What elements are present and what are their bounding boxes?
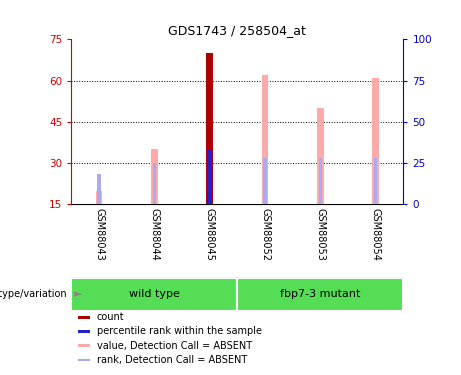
Bar [71, 278, 237, 311]
Text: GSM88053: GSM88053 [315, 208, 325, 261]
Bar [262, 75, 268, 204]
Bar [78, 316, 90, 319]
Bar [153, 163, 156, 204]
Bar [78, 344, 90, 347]
Text: GSM88054: GSM88054 [371, 208, 381, 261]
Text: value, Detection Call = ABSENT: value, Detection Call = ABSENT [97, 341, 252, 351]
Text: genotype/variation: genotype/variation [0, 290, 67, 299]
Bar [263, 158, 267, 204]
Bar [319, 158, 322, 204]
Text: GSM88043: GSM88043 [94, 208, 104, 261]
Bar [237, 278, 403, 311]
Bar [97, 174, 101, 204]
Text: fbp7-3 mutant: fbp7-3 mutant [280, 290, 361, 299]
Text: wild type: wild type [129, 290, 180, 299]
Bar [78, 358, 90, 362]
Bar [151, 149, 158, 204]
Bar [207, 53, 213, 204]
Bar [208, 149, 212, 204]
Text: rank, Detection Call = ABSENT: rank, Detection Call = ABSENT [97, 355, 247, 365]
Text: percentile rank within the sample: percentile rank within the sample [97, 327, 262, 336]
Bar [78, 330, 90, 333]
Bar [207, 53, 213, 204]
Bar [96, 190, 102, 204]
Text: count: count [97, 312, 124, 322]
Bar [372, 78, 379, 204]
Text: GSM88052: GSM88052 [260, 208, 270, 261]
Bar [374, 158, 378, 204]
Text: GSM88045: GSM88045 [205, 208, 215, 261]
Text: ►: ► [74, 290, 82, 299]
Bar [317, 108, 324, 204]
Bar [208, 149, 212, 204]
Text: GSM88044: GSM88044 [149, 208, 160, 261]
Title: GDS1743 / 258504_at: GDS1743 / 258504_at [168, 24, 307, 37]
